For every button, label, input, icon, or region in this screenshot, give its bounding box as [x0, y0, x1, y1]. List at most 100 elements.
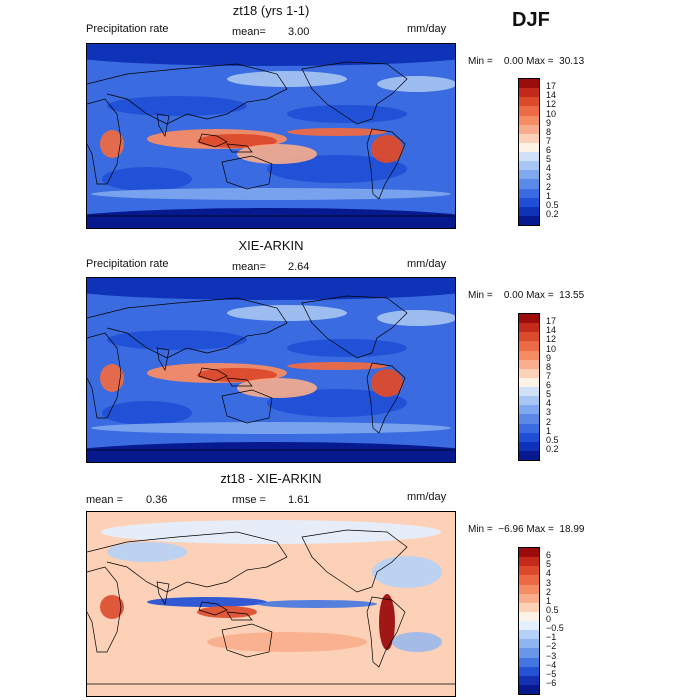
colorbar-swatch	[519, 575, 539, 585]
panel3-title: zt18 - XIE-ARKIN	[220, 471, 322, 486]
panel3-rmse-label: rmse =	[232, 494, 266, 506]
colorbar-tick-label: 0.5	[546, 434, 559, 445]
colorbar-tick-label: −6	[546, 677, 557, 688]
colorbar-swatch	[519, 423, 539, 433]
colorbar-swatch	[519, 377, 539, 387]
colorbar-tick-label: 9	[546, 117, 552, 128]
colorbar-tick-label: 1	[546, 595, 552, 606]
colorbar-tick-label: 8	[546, 361, 552, 372]
colorbar-swatch	[519, 602, 539, 612]
colorbar-swatch	[519, 584, 539, 594]
panel1-minmax: Min = 0.00 Max = 30.13	[468, 56, 585, 67]
panel2-title: XIE-ARKIN	[238, 238, 304, 253]
colorbar-tick-label: 6	[546, 145, 552, 155]
panel1-units: mm/day	[407, 23, 447, 35]
colorbar-swatch	[519, 684, 539, 694]
colorbar-tick-label: 4	[546, 163, 552, 174]
colorbar-tick-label: 17	[546, 81, 557, 92]
colorbar-swatch	[519, 314, 539, 324]
colorbar-swatch	[519, 88, 539, 98]
colorbar-tick-label: 7	[546, 135, 552, 146]
panel1-title: zt18 (yrs 1-1)	[232, 3, 310, 18]
colorbar-swatch	[519, 142, 539, 152]
panel2-minmax: Min = 0.00 Max = 13.55	[468, 290, 585, 301]
colorbar-tick-label: 0.5	[546, 604, 559, 615]
colorbar-tick-label: 5	[546, 559, 552, 570]
colorbar-tick-label: 14	[546, 325, 557, 336]
panel2-map	[86, 277, 456, 463]
colorbar-swatch	[519, 621, 539, 631]
colorbar-swatch	[519, 332, 539, 342]
colorbar-tick-label: 9	[546, 352, 552, 363]
colorbar-swatch	[519, 450, 539, 460]
panel1-mean-label: mean=	[232, 26, 266, 38]
colorbar-tick-label: 10	[546, 108, 557, 119]
colorbar-swatch	[519, 97, 539, 107]
colorbar-tick-label: 2	[546, 586, 552, 597]
colorbar-tick-label: −3	[546, 650, 557, 661]
colorbar-swatch	[519, 368, 539, 378]
colorbar-tick-label: 8	[546, 126, 552, 137]
colorbar-tick-label: 6	[546, 380, 552, 390]
panel2-mean-label: mean=	[232, 261, 266, 273]
colorbar-tick-label: 2	[546, 181, 552, 192]
panel3-mean-label: mean =	[86, 494, 123, 506]
colorbar-tick-label: 17	[546, 316, 557, 327]
colorbar-tick-label: 1	[546, 425, 552, 436]
colorbar-tick-label: 2	[546, 416, 552, 427]
colorbar-tick-label: 14	[546, 90, 557, 101]
colorbar-tick-label: 1	[546, 190, 552, 201]
colorbar-swatch	[519, 557, 539, 567]
colorbar-tick-label: −2	[546, 641, 557, 652]
colorbar-tick-label: 0.2	[546, 208, 559, 219]
panel2-units: mm/day	[407, 258, 447, 270]
colorbar-tick-label: −0.5	[546, 623, 564, 634]
colorbar-swatch	[519, 161, 539, 171]
colorbar-swatch	[519, 188, 539, 198]
panel1-map	[86, 43, 456, 229]
panel1-field-label: Precipitation rate	[86, 23, 169, 35]
colorbar-tick-label: 5	[546, 389, 552, 400]
colorbar-swatch	[519, 666, 539, 676]
colorbar-swatch	[519, 387, 539, 397]
panel2-colorbar	[518, 313, 540, 461]
colorbar-swatch	[519, 414, 539, 424]
colorbar-tick-label: 7	[546, 370, 552, 381]
panel3-units: mm/day	[407, 491, 447, 503]
colorbar-swatch	[519, 197, 539, 207]
colorbar-tick-label: 4	[546, 398, 552, 409]
colorbar-tick-label: 4	[546, 568, 552, 579]
colorbar-swatch	[519, 170, 539, 180]
colorbar-tick-label: 0.2	[546, 443, 559, 454]
colorbar-tick-label: −1	[546, 632, 557, 643]
colorbar-swatch	[519, 648, 539, 658]
panel3-minmax: Min = −6.96 Max = 18.99	[468, 524, 585, 535]
colorbar-swatch	[519, 548, 539, 558]
colorbar-swatch	[519, 79, 539, 89]
colorbar-swatch	[519, 152, 539, 162]
colorbar-tick-label: −4	[546, 659, 557, 670]
colorbar-swatch	[519, 611, 539, 621]
panel3-rmse-value: 1.61	[288, 494, 310, 506]
panel1-mean-value: 3.00	[288, 26, 310, 38]
colorbar-swatch	[519, 566, 539, 576]
colorbar-tick-label: 12	[546, 334, 557, 345]
colorbar-tick-label: 3	[546, 407, 552, 418]
panel3-colorbar	[518, 547, 540, 695]
colorbar-swatch	[519, 630, 539, 640]
panel2-field-label: Precipitation rate	[86, 258, 169, 270]
colorbar-swatch	[519, 206, 539, 216]
colorbar-swatch	[519, 441, 539, 451]
colorbar-swatch	[519, 124, 539, 134]
colorbar-swatch	[519, 341, 539, 351]
colorbar-swatch	[519, 179, 539, 189]
colorbar-swatch	[519, 323, 539, 333]
colorbar-tick-label: 0	[546, 614, 552, 624]
panel1-colorbar	[518, 78, 540, 226]
colorbar-swatch	[519, 432, 539, 442]
colorbar-tick-label: 12	[546, 99, 557, 110]
colorbar-swatch	[519, 115, 539, 125]
colorbar-swatch	[519, 657, 539, 667]
colorbar-swatch	[519, 396, 539, 406]
colorbar-swatch	[519, 133, 539, 143]
